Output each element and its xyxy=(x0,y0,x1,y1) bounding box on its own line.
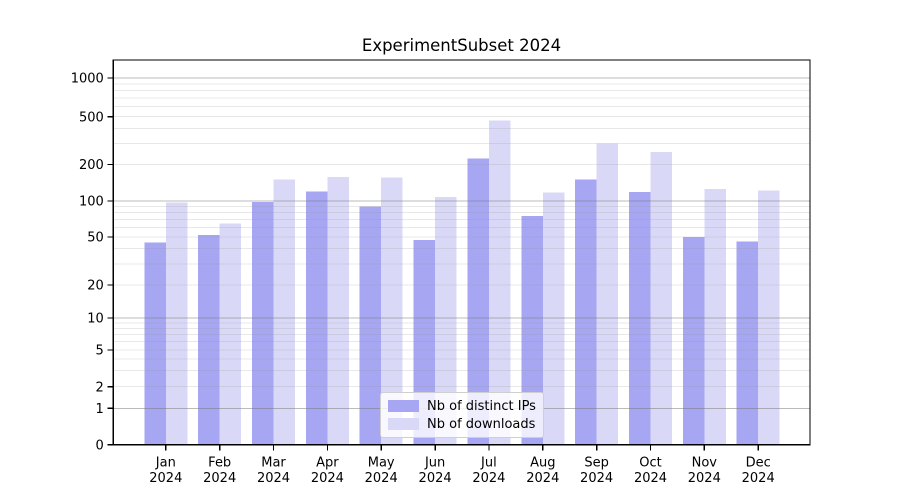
x-tick-label-year-sep: 2024 xyxy=(580,471,613,486)
x-tick-label-month-apr: Apr xyxy=(316,456,339,471)
bar-ips-jul xyxy=(467,158,489,445)
y-tick-label-10: 10 xyxy=(87,312,104,327)
x-tick-label-month-jan: Jan xyxy=(155,456,176,471)
x-tick-label-year-apr: 2024 xyxy=(311,471,344,486)
x-tick-label-month-oct: Oct xyxy=(639,456,661,471)
x-tick-label-year-feb: 2024 xyxy=(203,471,236,486)
y-tick-label-1: 1 xyxy=(96,402,104,417)
x-tick-label-month-sep: Sep xyxy=(584,456,609,471)
x-tick-label-year-jan: 2024 xyxy=(149,471,182,486)
x-tick-label-month-jun: Jun xyxy=(424,456,445,471)
bar-ips-feb xyxy=(198,235,220,445)
legend: Nb of distinct IPs Nb of downloads xyxy=(380,392,544,438)
y-tick-label-20: 20 xyxy=(87,279,104,294)
y-tick-label-2: 2 xyxy=(96,380,104,395)
legend-label-downloads: Nb of downloads xyxy=(427,416,536,432)
x-tick-label-year-jul: 2024 xyxy=(472,471,505,486)
x-tick-label-year-jun: 2024 xyxy=(419,471,452,486)
x-tick-label-year-nov: 2024 xyxy=(688,471,721,486)
x-tick-label-month-feb: Feb xyxy=(208,456,231,471)
y-tick-label-0: 0 xyxy=(96,438,104,453)
bar-downloads-apr xyxy=(327,176,349,445)
bar-downloads-mar xyxy=(273,179,295,445)
y-tick-label-5: 5 xyxy=(96,344,104,359)
x-tick-label-year-may: 2024 xyxy=(365,471,398,486)
x-tick-label-year-dec: 2024 xyxy=(742,471,775,486)
legend-swatch-distinct-ips xyxy=(388,400,419,412)
x-tick-label-month-aug: Aug xyxy=(530,456,555,471)
legend-item-distinct-ips: Nb of distinct IPs xyxy=(388,397,537,415)
bar-downloads-oct xyxy=(650,151,672,445)
bar-downloads-sep xyxy=(596,143,619,445)
bar-ips-sep xyxy=(575,179,597,445)
x-tick-label-month-may: May xyxy=(368,456,395,471)
x-tick-label-month-dec: Dec xyxy=(746,456,771,471)
y-tick-label-100: 100 xyxy=(79,195,104,210)
bar-ips-jan xyxy=(144,242,166,445)
grid-layer xyxy=(114,77,810,409)
bar-ips-aug xyxy=(521,215,543,445)
legend-swatch-downloads xyxy=(388,418,419,430)
x-tick-label-month-nov: Nov xyxy=(692,456,718,471)
x-tick-label-month-mar: Mar xyxy=(261,456,286,471)
bar-ips-mar xyxy=(252,202,274,445)
bar-ips-nov xyxy=(682,237,705,445)
bar-downloads-jul xyxy=(488,120,511,445)
bar-ips-dec xyxy=(736,241,759,445)
bar-ips-may xyxy=(359,206,382,445)
bar-downloads-jun xyxy=(435,196,457,445)
y-tick-label-200: 200 xyxy=(79,158,104,173)
x-tick-label-year-mar: 2024 xyxy=(257,471,290,486)
legend-label-distinct-ips: Nb of distinct IPs xyxy=(427,398,536,414)
y-tick-label-500: 500 xyxy=(79,110,104,125)
plot-border xyxy=(112,59,811,446)
x-tick-label-year-oct: 2024 xyxy=(634,471,667,486)
bar-downloads-feb xyxy=(219,223,242,445)
y-tick-label-1000: 1000 xyxy=(71,72,104,87)
bar-downloads-nov xyxy=(704,189,726,445)
chart-title: ExperimentSubset 2024 xyxy=(361,36,562,55)
legend-item-downloads: Nb of downloads xyxy=(388,415,537,433)
bar-downloads-jan xyxy=(165,202,188,445)
axes-layer: 01251020501002005001000Jan2024Feb2024Mar… xyxy=(71,59,811,486)
y-tick-label-50: 50 xyxy=(87,231,104,246)
x-tick-label-year-aug: 2024 xyxy=(526,471,559,486)
bar-downloads-may xyxy=(381,177,403,445)
x-tick-label-month-jul: Jul xyxy=(480,456,497,471)
